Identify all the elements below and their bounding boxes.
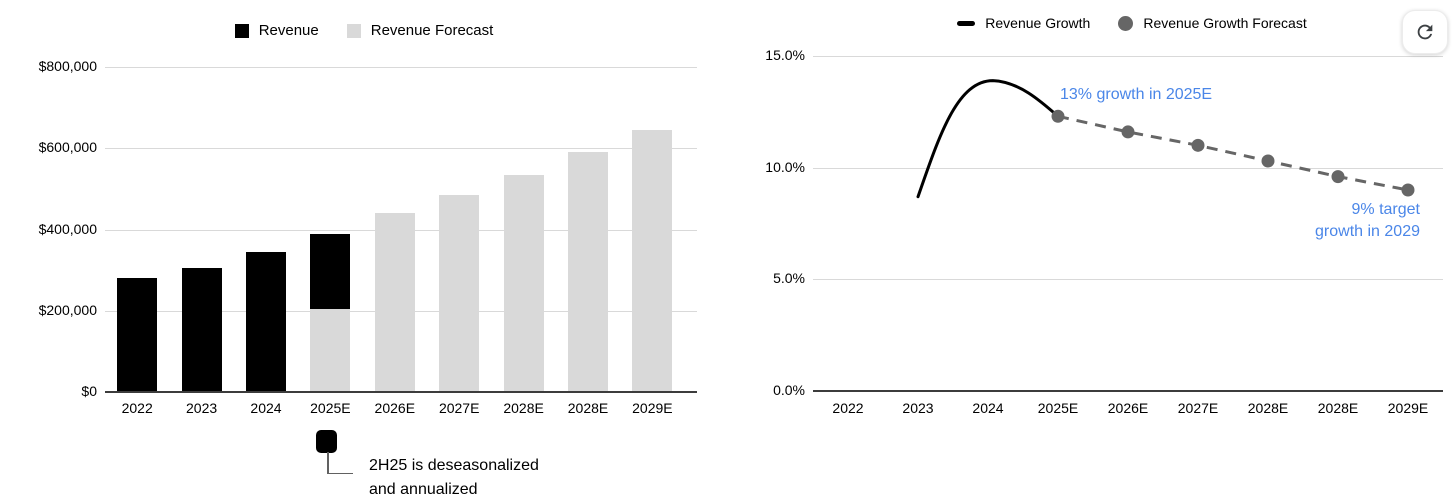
line-chart-legend: Revenue Growth Revenue Growth Forecast [728, 15, 1456, 31]
note-line-2: and annualized [369, 481, 478, 498]
gridline [813, 56, 1443, 57]
growth-forecast-point [1191, 138, 1205, 152]
legend-item-growth-forecast: Revenue Growth Forecast [1118, 15, 1307, 31]
y-tick-label: 15.0% [765, 47, 805, 63]
legend-item-revenue-forecast: Revenue Forecast [346, 22, 494, 39]
note-connector-vertical [327, 452, 329, 473]
x-tick-label: 2022 [121, 400, 153, 416]
growth-forecast-line [1057, 114, 1409, 192]
x-tick-label: 2028E [503, 400, 544, 416]
gridline [105, 148, 697, 150]
x-tick-label: 2028E [1247, 400, 1289, 416]
growth-forecast-point [1121, 125, 1135, 139]
y-tick-label: $0 [81, 383, 97, 399]
x-tick-label: 2023 [186, 400, 218, 416]
x-tick-label: 2029E [1387, 400, 1429, 416]
x-tick-label: 2024 [250, 400, 282, 416]
y-tick-label: $200,000 [38, 301, 97, 318]
annotation-2029-target: 9% target growth in 2029 [1315, 199, 1420, 243]
bar-forecast-2028E [503, 174, 544, 392]
y-tick-label: $400,000 [38, 220, 97, 237]
x-tick-label: 2025E [310, 400, 351, 416]
annotation-2025-growth: 13% growth in 2025E [1060, 86, 1213, 103]
y-tick-label: 5.0% [773, 270, 805, 287]
growth-forecast-point [1051, 109, 1065, 123]
revenue-growth-line-icon [957, 20, 976, 26]
note-text: 2H25 is deseasonalized and annualized [369, 454, 539, 502]
note-line-1: 2H25 is deseasonalized [369, 457, 539, 474]
growth-forecast-dot-icon [1118, 15, 1134, 31]
legend-item-revenue: Revenue [234, 22, 319, 39]
legend-label-revenue-growth: Revenue Growth [985, 15, 1091, 31]
gridline [813, 167, 1443, 169]
revenue-growth-line [916, 79, 1060, 199]
growth-line-canvas [916, 79, 1415, 199]
x-tick-label: 2026E [374, 400, 416, 416]
x-tick-label: 2027E [1177, 400, 1219, 416]
growth-forecast-point [1261, 154, 1275, 168]
legend-label-growth-forecast: Revenue Growth Forecast [1143, 15, 1307, 31]
revenue-swatch-icon [234, 23, 249, 38]
x-tick-label: 2028E [567, 400, 609, 416]
x-axis-line [813, 390, 1443, 392]
x-tick-label: 2027E [438, 400, 480, 416]
y-tick-label: 0.0% [773, 382, 805, 398]
y-tick-label: $800,000 [38, 58, 97, 74]
revenue-bar-chart: Revenue Revenue Forecast $800,000 $600,00… [0, 0, 728, 501]
annotation-2029-line-2: growth in 2029 [1315, 223, 1420, 240]
gridline [105, 67, 697, 68]
bar-revenue-2022 [117, 278, 158, 392]
note-connector-horizontal [327, 472, 353, 474]
bar-forecast-2027E [439, 194, 480, 392]
growth-line-chart: Revenue Growth Revenue Growth Forecast 1… [728, 0, 1456, 501]
refresh-icon [1417, 24, 1433, 40]
bar-plot-area: $800,000 $600,000 $400,000 $200,000 $0 2022 20… [0, 0, 728, 501]
bar-chart-legend: Revenue Revenue Forecast [0, 22, 728, 39]
growth-forecast-point [1401, 183, 1415, 197]
x-tick-label: 2023 [902, 400, 934, 416]
bar-revenue-2025E [310, 233, 351, 309]
x-tick-label: 2024 [972, 400, 1004, 416]
revenue-forecast-swatch-icon [346, 23, 361, 38]
refresh-button[interactable] [1402, 10, 1448, 54]
x-tick-label: 2026E [1107, 400, 1149, 416]
bar-forecast-2029E [632, 129, 673, 392]
x-tick-label: 2028E [1317, 400, 1359, 416]
legend-item-revenue-growth: Revenue Growth [957, 15, 1090, 31]
y-tick-label: 10.0% [765, 158, 805, 175]
legend-label-revenue: Revenue [258, 22, 319, 39]
x-tick-label: 2029E [632, 400, 673, 416]
line-plot-area: 15.0% 10.0% 5.0% 0.0% 2022 2023 2024 2025E 2026E… [728, 0, 1456, 501]
annotation-2029-line-1: 9% target [1351, 201, 1420, 218]
bar-revenue-2024 [246, 251, 286, 392]
bar-forecast-2028E [568, 152, 608, 392]
x-tick-label: 2022 [832, 400, 864, 416]
x-tick-label: 2025E [1037, 400, 1079, 416]
growth-forecast-point [1331, 170, 1345, 184]
gridline [813, 279, 1443, 281]
bar-forecast-2026E [374, 213, 415, 392]
legend-label-revenue-forecast: Revenue Forecast [370, 22, 494, 39]
note-marker-icon [316, 430, 337, 453]
x-axis-line [105, 391, 697, 393]
bar-forecast-2025E [310, 308, 351, 392]
y-tick-label: $600,000 [38, 139, 97, 156]
bar-revenue-2023 [181, 268, 222, 392]
